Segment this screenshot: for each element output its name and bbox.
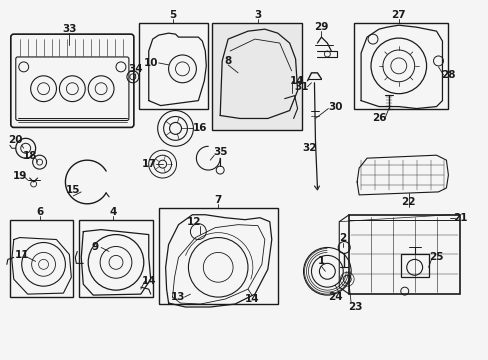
Text: 22: 22 (401, 197, 415, 207)
Text: 14: 14 (290, 76, 305, 86)
Text: 4: 4 (109, 207, 117, 217)
Text: 28: 28 (440, 70, 455, 80)
Text: 30: 30 (327, 102, 342, 112)
Text: 16: 16 (193, 123, 207, 134)
Text: 5: 5 (168, 10, 176, 20)
Text: 19: 19 (13, 171, 27, 181)
Text: 33: 33 (62, 24, 77, 34)
Text: 10: 10 (143, 58, 158, 68)
Text: 14: 14 (141, 276, 156, 286)
Text: 13: 13 (171, 292, 185, 302)
Text: 8: 8 (224, 56, 231, 66)
Text: 1: 1 (317, 256, 325, 266)
Bar (79, 220, 152, 297)
Bar (400, 255, 427, 277)
Text: 27: 27 (391, 10, 405, 20)
Text: 15: 15 (66, 185, 81, 195)
Bar (158, 208, 277, 304)
Text: 6: 6 (36, 207, 43, 217)
Bar (10, 220, 73, 297)
Text: 20: 20 (8, 135, 23, 145)
Text: 34: 34 (128, 64, 143, 74)
Text: 32: 32 (302, 143, 316, 153)
Text: 11: 11 (15, 251, 29, 260)
Bar (348, 215, 459, 294)
Text: 18: 18 (22, 151, 37, 161)
Text: 14: 14 (244, 294, 259, 304)
Bar (212, 23, 301, 130)
Text: 9: 9 (91, 243, 99, 252)
Text: 2: 2 (339, 233, 346, 243)
Text: 12: 12 (187, 217, 201, 227)
Text: 17: 17 (141, 159, 156, 169)
Text: 25: 25 (428, 252, 443, 262)
Text: 21: 21 (452, 213, 467, 223)
Text: 31: 31 (294, 82, 308, 92)
Text: 24: 24 (327, 292, 342, 302)
Text: 23: 23 (347, 302, 362, 312)
Text: 29: 29 (314, 22, 328, 32)
Text: 26: 26 (371, 113, 386, 123)
Text: 35: 35 (212, 147, 227, 157)
Text: 3: 3 (254, 10, 261, 20)
Bar (353, 23, 447, 109)
Text: 7: 7 (214, 195, 222, 205)
Bar (139, 23, 208, 109)
